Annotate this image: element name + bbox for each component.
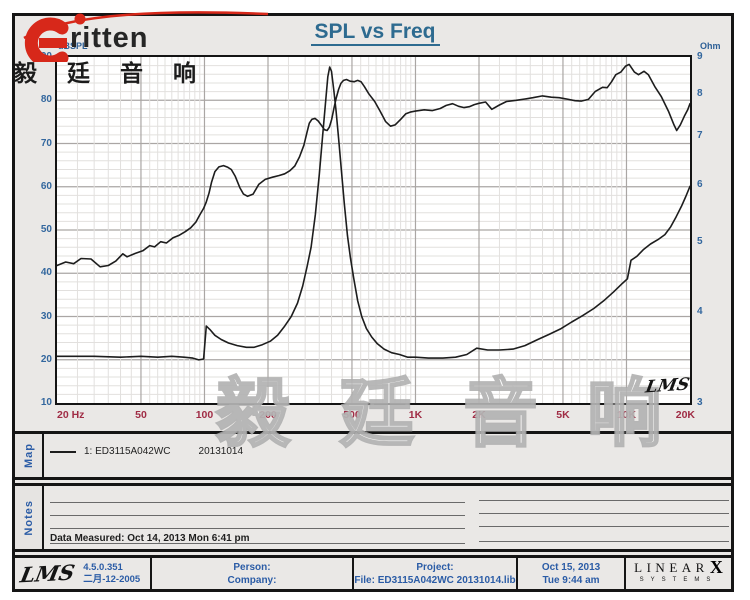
- freq-axis-tick: 500: [343, 409, 361, 421]
- linearx-logo: LINEAR X: [634, 556, 723, 577]
- right-axis-tick: 6: [697, 178, 703, 190]
- project-file: File: ED3115A042WC 20131014.lib: [354, 574, 516, 586]
- footer-version-cell: LMS 4.5.0.351 二月-12-2005: [15, 558, 150, 589]
- map-sidebar-label: Map: [22, 443, 35, 468]
- freq-axis-tick: 50: [135, 409, 147, 421]
- left-axis-tick: 70: [40, 137, 52, 149]
- spl-curve: [57, 63, 690, 268]
- notes-rule: [479, 541, 729, 542]
- right-axis-tick: 7: [697, 130, 703, 142]
- left-axis-tick: 20: [40, 353, 52, 365]
- footer-bar: LMS 4.5.0.351 二月-12-2005 Person: Company…: [12, 555, 734, 592]
- logo-swoosh-icon: [23, 11, 269, 62]
- right-axis-tick: 8: [697, 88, 703, 100]
- print-time: Tue 9:44 am: [542, 574, 600, 586]
- lms-logo: LMS: [18, 559, 77, 588]
- left-axis-tick: 50: [40, 224, 52, 235]
- project-label: Project:: [416, 561, 454, 573]
- data-measured-note: Data Measured: Oct 14, 2013 Mon 6:41 pm: [50, 533, 250, 544]
- freq-axis-tick: 200: [259, 409, 277, 421]
- notes-sidebar: Notes: [15, 486, 44, 549]
- left-axis-tick: 80: [40, 94, 52, 106]
- notes-rule: [479, 513, 729, 514]
- brand-logo-text: ritten: [70, 22, 149, 54]
- legend-date: 20131014: [198, 446, 244, 457]
- page-title: SPL vs Freq: [0, 20, 750, 46]
- freq-axis-tick: 20K: [675, 409, 695, 421]
- brand-logo: ritten: [12, 2, 282, 62]
- notes-section: Notes Data Measured: Oct 14, 2013 Mon 6:…: [12, 483, 734, 552]
- lms-chart-mark: LMS: [643, 374, 692, 398]
- footer-date-cell: Oct 15, 2013 Tue 9:44 am: [516, 558, 624, 589]
- right-axis-tick: 3: [697, 397, 703, 408]
- freq-axis-tick: 100: [195, 409, 214, 421]
- notes-rule: [50, 502, 465, 503]
- left-axis-tick: 60: [40, 180, 52, 192]
- map-sidebar: Map: [15, 434, 44, 477]
- right-axis-tick: 4: [697, 306, 703, 318]
- print-date: Oct 15, 2013: [541, 561, 601, 573]
- legend-line-swatch: [50, 450, 76, 453]
- notes-rule: [479, 500, 729, 501]
- footer-project-cell: Project: File: ED3115A042WC 20131014.lib: [352, 558, 516, 589]
- left-axis-tick: 40: [40, 267, 52, 279]
- left-axis-title: dBSPL: [58, 41, 88, 51]
- linearx-systems: SYSTEMS: [639, 576, 718, 583]
- software-version-date: 二月-12-2005: [83, 573, 141, 585]
- right-axis-title: Ohm: [700, 41, 721, 51]
- software-version: 4.5.0.351: [83, 561, 123, 573]
- curve-legend: 1: ED3115A042WC 20131014: [50, 446, 243, 457]
- footer-person-cell: Person: Company:: [150, 558, 352, 589]
- footer-linearx-cell: LINEAR X SYSTEMS: [624, 558, 731, 589]
- brand-chinese-text: 毅 廷 音 响: [14, 60, 208, 87]
- left-axis-tick: 10: [40, 397, 52, 408]
- freq-axis-tick: 20 Hz: [57, 409, 85, 421]
- notes-rule: [479, 526, 729, 527]
- freq-axis-tick: 1K: [408, 409, 423, 421]
- notes-rule: [50, 515, 465, 516]
- impedance-curve: [57, 66, 690, 361]
- notes-rule: [50, 543, 465, 544]
- right-axis-tick: 9: [697, 51, 703, 62]
- freq-axis-tick: 2K: [472, 409, 486, 421]
- notes-sidebar-label: Notes: [22, 499, 35, 536]
- right-axis-tick: 5: [697, 236, 703, 248]
- company-label: Company:: [227, 574, 277, 586]
- person-label: Person:: [233, 561, 271, 573]
- notes-rule: [50, 528, 465, 529]
- plot-canvas: [57, 57, 690, 403]
- spl-impedance-plot: [55, 55, 692, 405]
- freq-axis-tick: 5K: [556, 409, 570, 421]
- linearx-x: X: [709, 556, 723, 577]
- map-section: Map 1: ED3115A042WC 20131014: [12, 431, 734, 480]
- legend-label: 1: ED3115A042WC: [84, 446, 171, 457]
- linearx-letters: LINEAR: [634, 559, 709, 575]
- freq-axis-tick: 10K: [616, 409, 637, 421]
- left-axis-tick: 30: [40, 310, 52, 322]
